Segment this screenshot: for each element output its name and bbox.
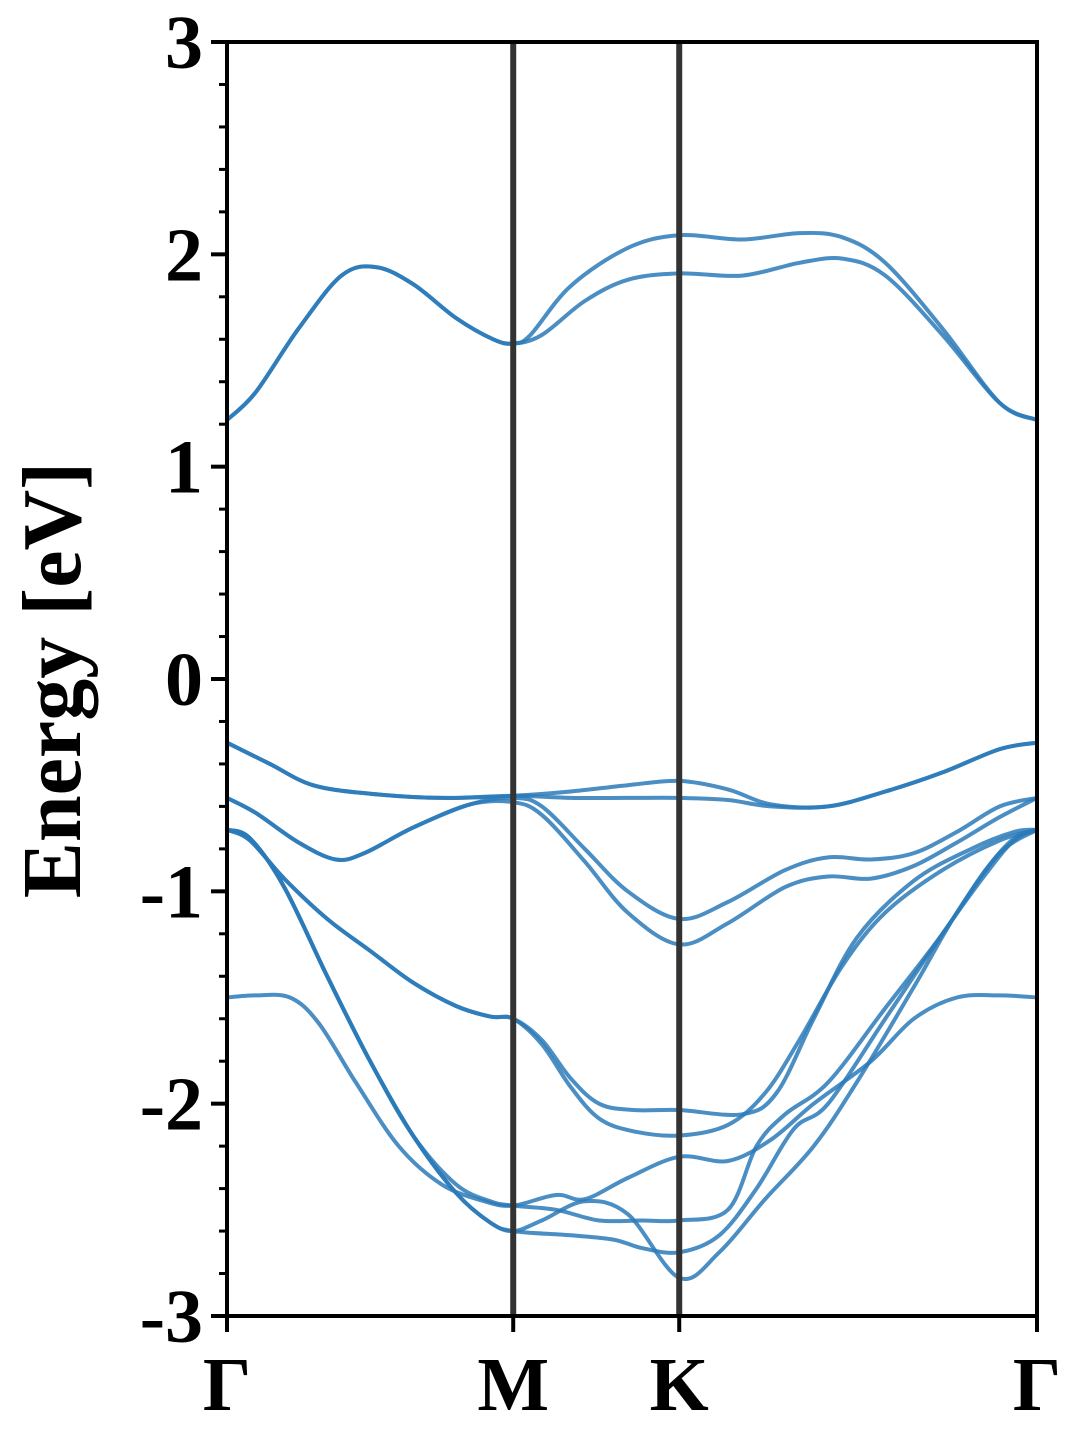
band-line-8: [225, 827, 1039, 1138]
x-tick-label: Γ: [1013, 1343, 1061, 1427]
kpoint-lines: [510, 42, 683, 1316]
y-tick-label: -1: [140, 850, 203, 934]
y-tick-label: 2: [165, 213, 203, 297]
x-tick-label: M: [477, 1343, 549, 1427]
y-tick-label: 1: [165, 426, 203, 510]
y-axis-ticks: -3 -2 -1 0 1 2 3: [140, 1, 227, 1359]
band-line-1: [225, 255, 1039, 422]
band-line-9: [225, 992, 1039, 1208]
x-tick-label: Γ: [203, 1343, 251, 1427]
y-tick-label: 0: [165, 638, 203, 722]
axes-frame: [225, 40, 1039, 1318]
band-line-6: [225, 795, 1039, 947]
band-line-4: [225, 740, 1039, 810]
y-tick-label: -3: [140, 1275, 203, 1359]
y-tick-label: -2: [140, 1063, 203, 1147]
plot-frame: [225, 40, 1039, 1318]
band-lines: [225, 230, 1039, 1282]
band-line-2: [225, 230, 1039, 422]
band-line-12: [225, 827, 1039, 1282]
y-axis-label: Energy [eV]: [6, 462, 99, 898]
x-tick-label: K: [650, 1343, 709, 1427]
y-tick-label: 3: [165, 1, 203, 85]
